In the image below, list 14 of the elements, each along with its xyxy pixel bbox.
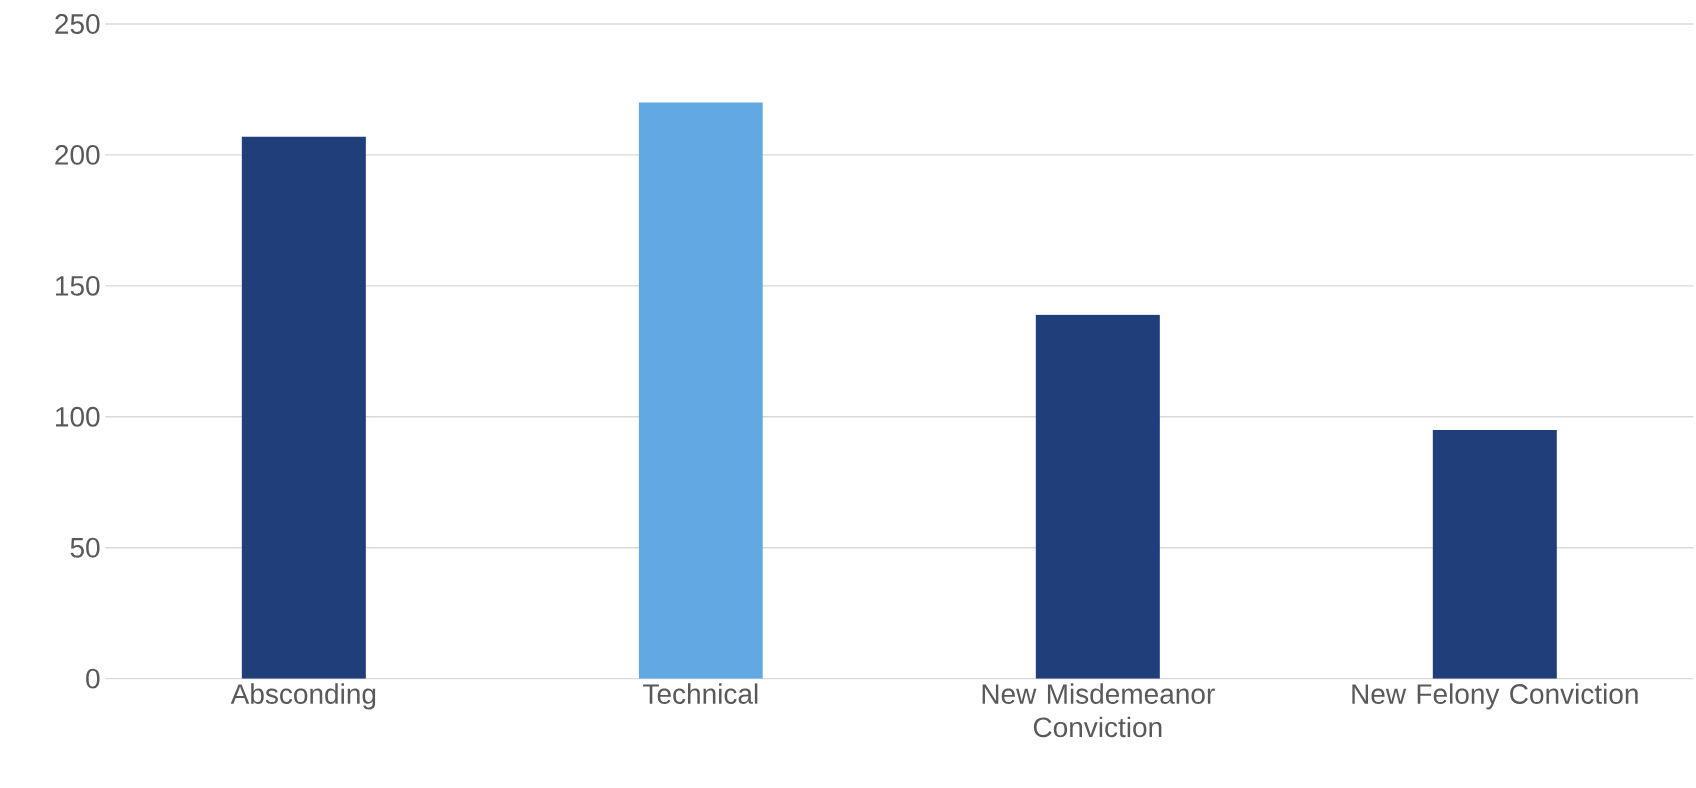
y-tick-label: 250	[55, 14, 100, 34]
bar	[241, 136, 366, 679]
y-tick-label: 150	[56, 275, 100, 296]
bar	[1035, 314, 1160, 679]
y-tick-label: 100	[56, 406, 100, 427]
y-tick-label: 200	[55, 145, 100, 165]
x-tick-label: Absconding	[230, 683, 376, 710]
x-tick-label: New Felony Conviction	[1352, 683, 1638, 710]
y-tick-label: 0	[86, 668, 100, 689]
x-tick-label: Technical	[643, 683, 758, 704]
x-tick-label: New Misdemeanor Conviction	[982, 683, 1215, 738]
bar	[1432, 429, 1557, 679]
bar	[638, 102, 763, 679]
y-tick-label: 50	[70, 537, 100, 558]
